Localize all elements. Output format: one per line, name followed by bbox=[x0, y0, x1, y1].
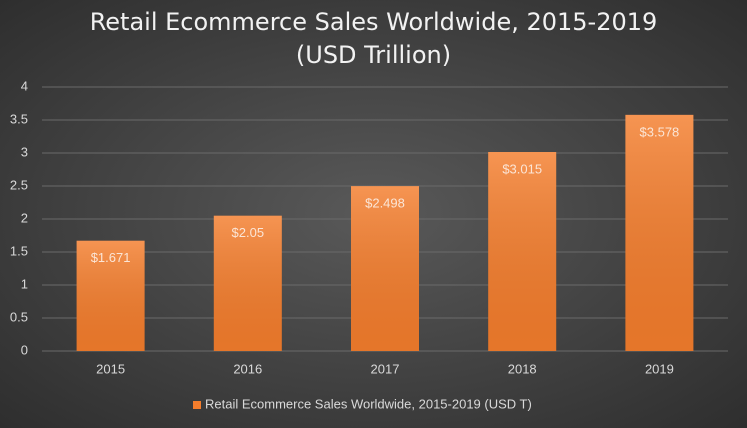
value-label: $1.671 bbox=[91, 250, 131, 265]
y-tick-label: 0 bbox=[21, 342, 28, 357]
legend-label: Retail Ecommerce Sales Worldwide, 2015-2… bbox=[205, 396, 532, 411]
y-tick-label: 4 bbox=[21, 78, 28, 93]
value-label: $3.015 bbox=[502, 161, 542, 176]
chart-title: Retail Ecommerce Sales Worldwide, 2015-2… bbox=[89, 8, 658, 69]
bar-shade bbox=[76, 240, 145, 351]
bar-shade bbox=[625, 114, 694, 352]
y-tick-label: 0.5 bbox=[10, 309, 28, 324]
value-label: $2.498 bbox=[365, 196, 405, 211]
y-tick-label: 3.5 bbox=[10, 111, 28, 126]
y-tick-label: 1.5 bbox=[10, 243, 28, 258]
legend-marker bbox=[193, 401, 201, 409]
bar-shade bbox=[488, 152, 557, 351]
y-tick-label: 2 bbox=[21, 210, 28, 225]
value-label: $2.05 bbox=[232, 225, 265, 240]
bar-shade bbox=[351, 186, 419, 351]
x-tick-label: 2019 bbox=[645, 361, 674, 376]
x-tick-label: 2016 bbox=[233, 361, 262, 376]
value-label: $3.578 bbox=[640, 124, 680, 139]
y-tick-label: 3 bbox=[21, 144, 28, 159]
x-tick-label: 2018 bbox=[508, 361, 537, 376]
x-tick-label: 2017 bbox=[371, 361, 400, 376]
bar-shade bbox=[213, 215, 282, 351]
y-tick-label: 1 bbox=[21, 276, 28, 291]
x-tick-label: 2015 bbox=[96, 361, 125, 376]
y-tick-label: 2.5 bbox=[10, 177, 28, 192]
